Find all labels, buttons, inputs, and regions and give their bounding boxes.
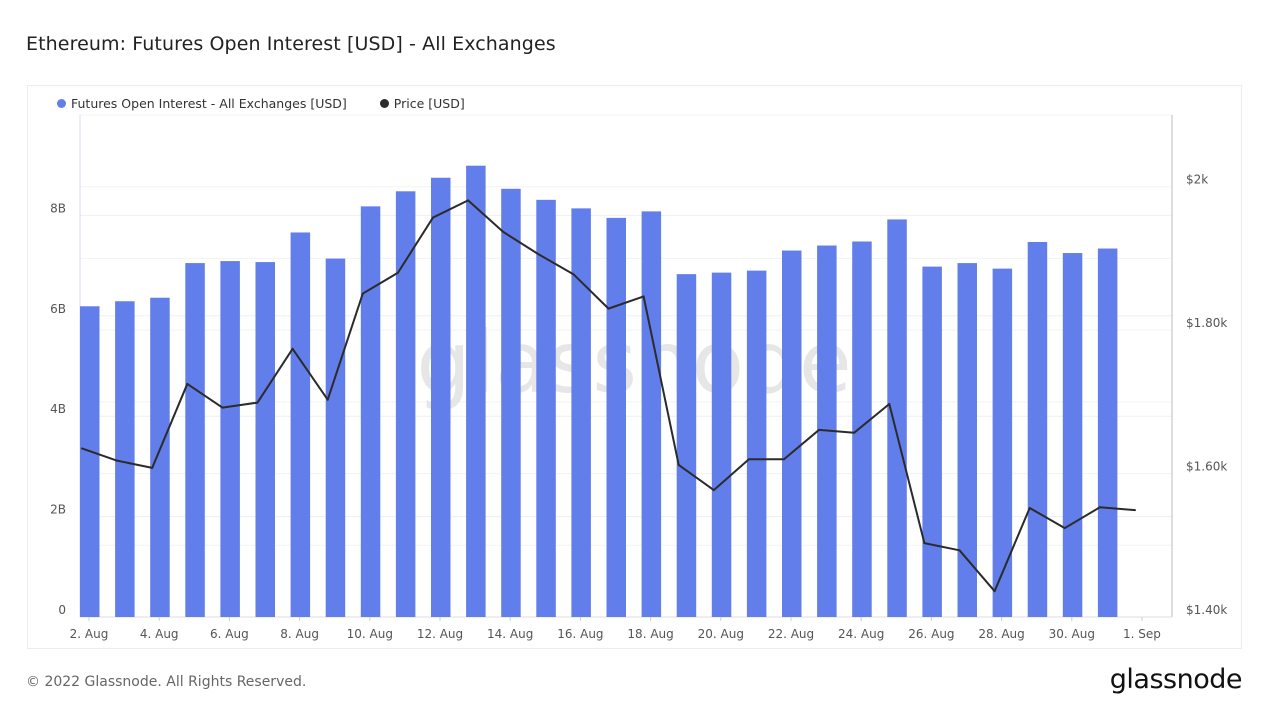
bar-21-aug (746, 270, 767, 617)
x-tick-label: 12. Aug (417, 627, 463, 641)
x-tick-label: 8. Aug (280, 627, 319, 641)
y-left-tick-label: 0 (58, 603, 66, 617)
bar-8-aug (290, 232, 311, 617)
bar-29-aug (1027, 242, 1048, 618)
price-point-16-aug (572, 273, 575, 276)
price-point-24-aug (853, 431, 856, 434)
price-point-4-aug (151, 466, 154, 469)
x-tick-label: 14. Aug (487, 627, 533, 641)
y-right-tick-label: $1.80k (1186, 316, 1227, 330)
price-point-1-sep (1134, 509, 1136, 512)
x-tick-label: 2. Aug (70, 627, 109, 641)
bar-13-aug (466, 165, 486, 617)
price-point-8-aug (291, 347, 294, 350)
y-right-tick-label: $2k (1186, 173, 1208, 187)
y-left-tick-label: 8B (50, 201, 66, 215)
price-point-12-aug (432, 216, 434, 219)
x-tick-label: 10. Aug (347, 627, 393, 641)
price-point-9-aug (326, 398, 329, 401)
price-point-10-aug (361, 292, 364, 295)
bar-2-aug (80, 306, 100, 617)
price-point-20-aug (712, 489, 715, 492)
bar-26-aug (922, 266, 942, 617)
y-left-tick-label: 6B (50, 302, 66, 316)
y-right-tick-label: $1.60k (1186, 460, 1227, 474)
bar-15-aug (536, 199, 556, 617)
price-point-7-aug (256, 401, 259, 404)
bar-25-aug (887, 219, 907, 617)
y-right-tick-label: $1.40k (1186, 603, 1227, 617)
price-point-14-aug (502, 230, 505, 233)
price-point-6-aug (221, 406, 224, 409)
watermark: glassnode (416, 313, 851, 413)
x-tick-label: 28. Aug (978, 627, 1024, 641)
copyright: © 2022 Glassnode. All Rights Reserved. (26, 674, 307, 690)
x-tick-label: 16. Aug (557, 627, 603, 641)
price-point-29-aug (1028, 506, 1031, 509)
bar-24-aug (852, 241, 872, 617)
price-point-3-aug (116, 459, 119, 462)
legend: Futures Open Interest - All Exchanges [U… (57, 96, 465, 111)
price-point-13-aug (467, 199, 470, 202)
bar-4-aug (150, 297, 170, 617)
price-point-5-aug (186, 382, 189, 385)
x-tick-label: 24. Aug (838, 627, 884, 641)
bar-20-aug (711, 272, 732, 617)
bar-16-aug (571, 208, 591, 617)
chart-container (27, 85, 1242, 649)
y-left-tick-label: 4B (50, 402, 66, 416)
price-point-28-aug (993, 590, 996, 593)
chart-title: Ethereum: Futures Open Interest [USD] - … (26, 33, 556, 55)
price-point-22-aug (783, 458, 785, 461)
bar-5-aug (185, 263, 205, 617)
x-tick-label: 22. Aug (768, 627, 814, 641)
price-point-15-aug (537, 253, 540, 256)
bar-12-aug (431, 177, 451, 617)
bar-10-aug (360, 206, 381, 617)
legend-label: Price [USD] (393, 96, 465, 111)
price-point-27-aug (958, 549, 961, 552)
bar-30-aug (1062, 253, 1083, 618)
bar-6-aug (220, 261, 240, 617)
bar-18-aug (641, 211, 662, 617)
x-tick-label: 1. Sep (1123, 627, 1161, 641)
price-point-23-aug (818, 428, 821, 431)
bar-7-aug (255, 262, 275, 617)
bar-28-aug (992, 268, 1013, 617)
price-point-30-aug (1063, 527, 1066, 530)
price-point-19-aug (677, 463, 680, 466)
x-tick-label: 6. Aug (210, 627, 249, 641)
legend-item-open-interest[interactable]: Futures Open Interest - All Exchanges [U… (57, 96, 347, 111)
price-point-2-aug (81, 447, 83, 450)
price-point-21-aug (747, 458, 750, 461)
bar-22-aug (782, 250, 802, 618)
bar-27-aug (957, 263, 977, 617)
y-left-tick-label: 2B (50, 503, 66, 517)
bar-series-dot-icon (57, 99, 66, 108)
x-tick-label: 4. Aug (140, 627, 179, 641)
legend-label: Futures Open Interest - All Exchanges [U… (71, 96, 347, 111)
glassnode-logo[interactable]: glassnode (1109, 664, 1243, 695)
bar-17-aug (606, 217, 626, 617)
bar-14-aug (501, 188, 521, 617)
bar-3-aug (115, 301, 135, 617)
legend-item-price[interactable]: Price [USD] (379, 96, 465, 111)
price-point-25-aug (888, 403, 891, 406)
bar-9-aug (325, 258, 346, 617)
x-tick-label: 18. Aug (627, 627, 673, 641)
line-series-dot-icon (379, 99, 389, 108)
price-point-17-aug (607, 307, 610, 310)
price-point-11-aug (396, 271, 399, 274)
bar-31-aug (1097, 248, 1118, 618)
x-tick-label: 26. Aug (908, 627, 954, 641)
x-tick-label: 30. Aug (1049, 627, 1095, 641)
price-point-31-aug (1098, 506, 1101, 509)
price-point-18-aug (642, 295, 645, 298)
bar-11-aug (395, 191, 416, 617)
price-point-26-aug (923, 542, 926, 545)
x-tick-label: 20. Aug (698, 627, 744, 641)
bar-19-aug (676, 274, 697, 617)
